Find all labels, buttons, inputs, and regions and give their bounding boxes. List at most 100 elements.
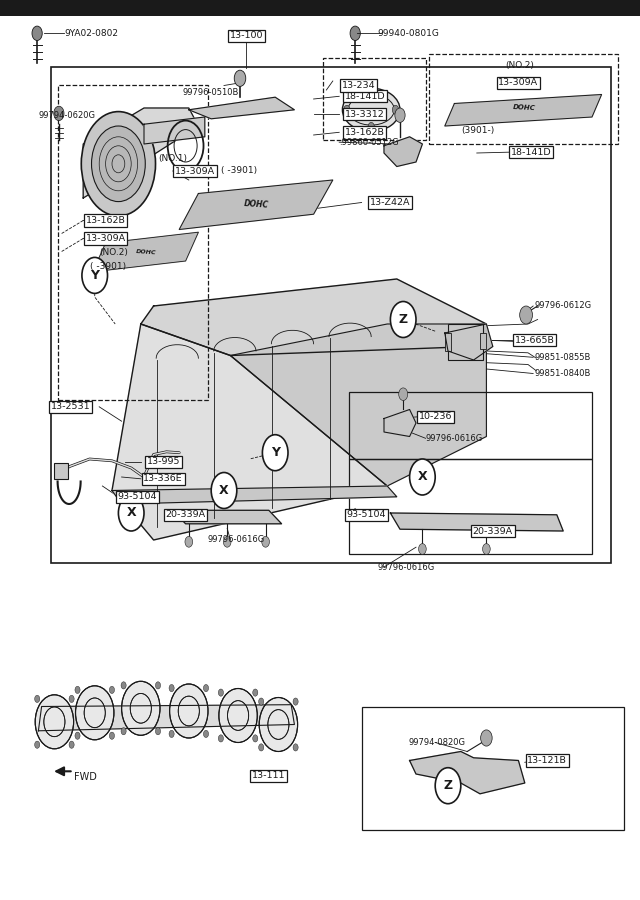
Text: 99796-0616G: 99796-0616G [378,562,435,572]
Circle shape [35,741,40,748]
Text: FWD: FWD [74,771,97,782]
Text: 99796-0616G: 99796-0616G [426,434,483,443]
Polygon shape [93,232,198,272]
Circle shape [368,88,374,97]
Circle shape [520,306,532,324]
Polygon shape [112,324,387,540]
Ellipse shape [342,88,400,131]
Circle shape [435,768,461,804]
Circle shape [69,741,74,748]
Circle shape [223,536,231,547]
Bar [448,324,483,360]
Circle shape [169,730,174,737]
Circle shape [185,536,193,547]
Circle shape [253,689,258,697]
Polygon shape [445,94,602,126]
Circle shape [344,105,350,114]
Circle shape [75,732,80,739]
Text: Z: Z [399,313,408,326]
Text: DOHC: DOHC [513,104,536,112]
Text: (3901-): (3901-) [461,126,494,135]
Polygon shape [141,279,486,356]
Bar [349,392,592,459]
Text: (NO.2): (NO.2) [506,61,534,70]
Circle shape [392,105,399,114]
Text: 10-236: 10-236 [419,412,452,421]
Polygon shape [230,324,486,486]
Text: .99860-0512G: .99860-0512G [339,138,399,147]
Polygon shape [112,486,397,504]
Text: 93-5104: 93-5104 [346,510,386,519]
Text: 13-995: 13-995 [147,457,180,466]
Text: 13-121B: 13-121B [527,756,567,765]
Bar [349,459,592,554]
Circle shape [75,687,80,694]
Circle shape [109,732,115,739]
Circle shape [218,689,223,697]
Text: 13-Z42A: 13-Z42A [370,198,411,207]
Text: 99796-0510B: 99796-0510B [182,88,239,97]
Circle shape [234,70,246,86]
Circle shape [253,734,258,742]
Text: 13-2531: 13-2531 [51,402,90,411]
Circle shape [81,112,156,216]
Text: 13-336E: 13-336E [143,474,183,483]
Circle shape [92,126,145,202]
Text: 99851-0855B: 99851-0855B [534,353,591,362]
Polygon shape [144,117,205,144]
Circle shape [262,536,269,547]
Bar [362,706,624,830]
Circle shape [156,727,161,734]
Bar [429,54,618,144]
Polygon shape [410,752,525,794]
Circle shape [219,688,257,742]
Circle shape [483,544,490,554]
Text: X: X [126,507,136,519]
Text: X: X [219,484,229,497]
Circle shape [259,698,264,706]
Circle shape [262,435,288,471]
Text: 13-100: 13-100 [230,32,263,40]
Text: 13-162B: 13-162B [345,128,385,137]
Bar [58,86,208,400]
Circle shape [169,685,174,692]
Circle shape [293,698,298,706]
Bar [0,0,640,16]
Text: 13-665B: 13-665B [515,336,554,345]
Text: 93-5104: 93-5104 [118,492,157,501]
Circle shape [419,544,426,554]
Circle shape [390,302,416,338]
Circle shape [121,682,126,689]
Circle shape [69,696,74,703]
Circle shape [156,682,161,689]
Polygon shape [83,108,198,198]
Circle shape [410,459,435,495]
Polygon shape [179,180,333,230]
Circle shape [204,730,209,737]
Text: 99940-0801G: 99940-0801G [378,29,440,38]
Text: 99796-0616G: 99796-0616G [208,536,265,544]
Text: 18-141D: 18-141D [511,148,552,157]
Circle shape [211,472,237,508]
Text: 13-3312: 13-3312 [345,110,385,119]
Text: 20-339A: 20-339A [473,526,513,536]
Text: 9YA02-0802: 9YA02-0802 [64,29,118,38]
Polygon shape [384,137,422,166]
Text: 13-309A: 13-309A [86,234,125,243]
Text: 13-309A: 13-309A [175,166,215,176]
Text: X: X [417,471,428,483]
Text: (NO.2): (NO.2) [99,248,128,256]
Text: 99794-0820G: 99794-0820G [408,738,465,747]
Circle shape [121,727,126,734]
Text: 18-141D: 18-141D [344,92,385,101]
Text: (NO.1): (NO.1) [159,154,188,163]
Text: 13-234: 13-234 [342,81,375,90]
Circle shape [170,684,208,738]
Circle shape [118,495,144,531]
Polygon shape [445,324,493,360]
Circle shape [368,122,374,131]
Text: 13-162B: 13-162B [86,216,125,225]
Bar [480,333,486,349]
Circle shape [218,734,223,742]
Text: 13-111: 13-111 [252,771,285,780]
